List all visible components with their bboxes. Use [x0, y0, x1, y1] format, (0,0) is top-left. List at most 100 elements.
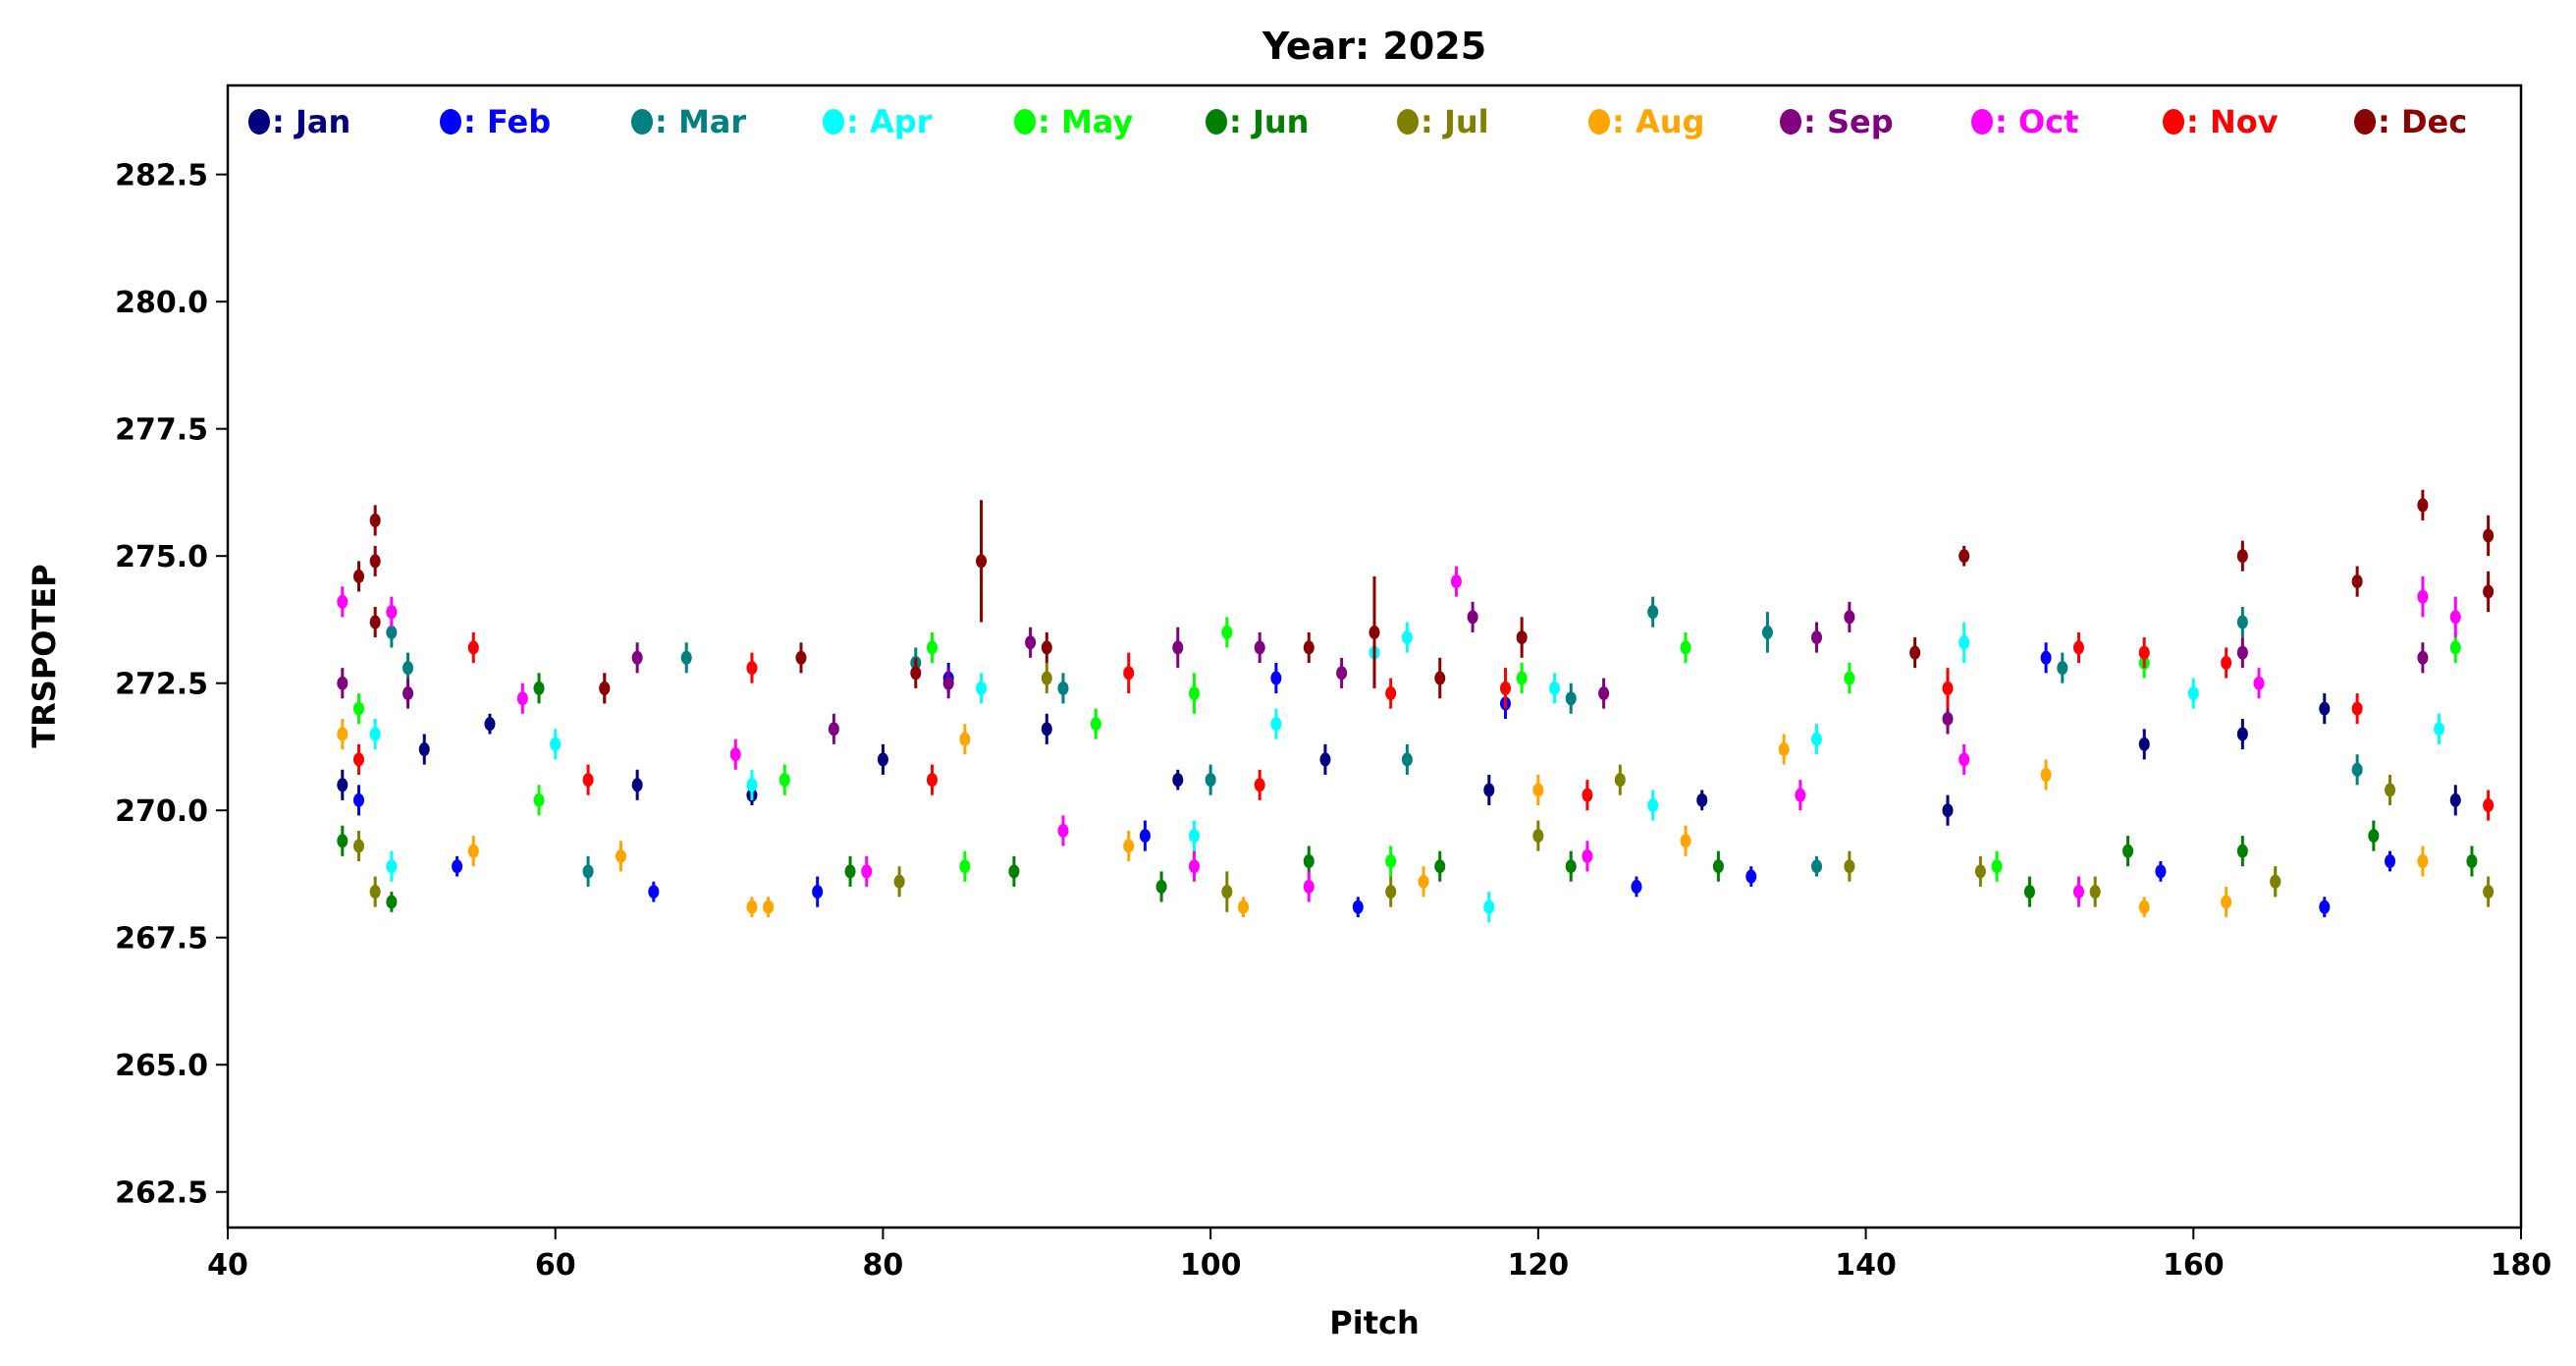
legend-item-dec: : Dec	[2354, 103, 2467, 140]
data-point	[1368, 625, 1380, 639]
data-point	[369, 615, 381, 629]
data-point	[615, 848, 626, 863]
data-point	[1401, 752, 1413, 767]
data-point	[2221, 895, 2232, 909]
data-point	[1942, 711, 1954, 726]
data-point	[1434, 671, 1446, 685]
x-axis-label: Pitch	[1329, 1304, 1419, 1341]
data-point	[402, 686, 414, 701]
data-point	[1712, 859, 1724, 874]
legend-marker	[631, 109, 653, 135]
data-point	[959, 732, 971, 746]
data-point	[369, 554, 381, 569]
legend-label: : Apr	[846, 103, 933, 140]
data-point	[746, 661, 758, 676]
data-point	[582, 864, 594, 879]
data-point	[2385, 783, 2396, 797]
data-point	[976, 681, 988, 695]
data-point	[959, 859, 971, 874]
data-point	[2449, 610, 2461, 625]
data-point	[1319, 752, 1331, 767]
data-point	[2434, 722, 2445, 737]
data-point	[2385, 854, 2396, 869]
data-point	[369, 513, 381, 527]
data-point	[1254, 640, 1265, 655]
data-point	[2319, 701, 2331, 716]
data-point	[1221, 625, 1233, 639]
data-point	[1041, 671, 1052, 685]
y-axis-label: TRSPOTEP	[26, 564, 63, 747]
data-point	[631, 650, 643, 665]
legend-item-oct: : Oct	[1971, 103, 2078, 140]
x-tick-label: 120	[1508, 1248, 1570, 1283]
legend-item-nov: : Nov	[2163, 103, 2279, 140]
data-point	[1974, 864, 1986, 879]
x-tick-label: 180	[2491, 1248, 2552, 1283]
data-point	[1499, 681, 1511, 695]
legend-marker	[1397, 109, 1419, 135]
data-point	[1450, 574, 1462, 589]
legend-label: : Jul	[1421, 103, 1489, 140]
data-point	[1090, 717, 1101, 732]
data-point	[1844, 859, 1855, 874]
data-point	[2253, 676, 2265, 690]
data-point	[1516, 671, 1528, 685]
data-point	[1959, 549, 1970, 564]
data-point	[1057, 823, 1069, 838]
data-point	[2417, 650, 2429, 665]
legend-marker	[1780, 109, 1801, 135]
legend-label: : Jun	[1229, 103, 1309, 140]
series-jun	[337, 673, 2478, 912]
y-axis: 262.5 265.0 267.5 270.0 272.5 275.0 277.5 280.0…	[115, 159, 228, 1211]
x-tick-label: 60	[535, 1248, 576, 1283]
data-point	[2072, 640, 2084, 655]
data-point	[1647, 798, 1659, 813]
data-point	[1221, 885, 1233, 900]
legend-marker	[2163, 109, 2184, 135]
data-point	[2368, 829, 2380, 844]
series-aug	[337, 718, 2429, 917]
data-point	[2270, 874, 2281, 889]
data-point	[533, 792, 545, 807]
data-point	[582, 773, 594, 788]
data-point	[1516, 630, 1528, 645]
data-point	[2138, 645, 2150, 660]
data-point	[976, 554, 988, 569]
data-point	[550, 737, 562, 751]
data-point	[2138, 900, 2150, 914]
data-point	[369, 885, 381, 900]
data-point	[1352, 900, 1364, 914]
data-point	[1909, 645, 1921, 660]
legend-marker	[823, 109, 844, 135]
data-point	[631, 778, 643, 792]
data-point	[1811, 859, 1823, 874]
legend-item-may: : May	[1014, 103, 1133, 140]
data-point	[2483, 885, 2495, 900]
data-point	[2138, 737, 2150, 751]
data-point	[386, 605, 398, 620]
data-point	[2466, 854, 2478, 869]
legend-item-aug: : Aug	[1588, 103, 1704, 140]
data-point	[2417, 854, 2429, 869]
data-point	[1041, 640, 1052, 655]
data-point	[778, 773, 790, 788]
legend-marker	[1588, 109, 1610, 135]
data-point	[1336, 666, 1348, 681]
data-point	[2040, 650, 2052, 665]
y-tick-label: 265.0	[115, 1049, 208, 1083]
data-point	[467, 640, 479, 655]
legend-label: : Nov	[2186, 103, 2279, 140]
data-point	[2483, 798, 2495, 813]
data-point	[2236, 645, 2248, 660]
legend-marker	[1971, 109, 1993, 135]
data-point	[1778, 742, 1790, 757]
data-point	[1795, 788, 1806, 802]
data-point	[1205, 773, 1216, 788]
data-point	[2221, 655, 2232, 670]
data-point	[1811, 732, 1823, 746]
data-point	[1041, 722, 1052, 737]
y-tick-label: 277.5	[115, 413, 208, 448]
data-point	[1385, 854, 1397, 869]
data-point	[1631, 879, 1642, 894]
